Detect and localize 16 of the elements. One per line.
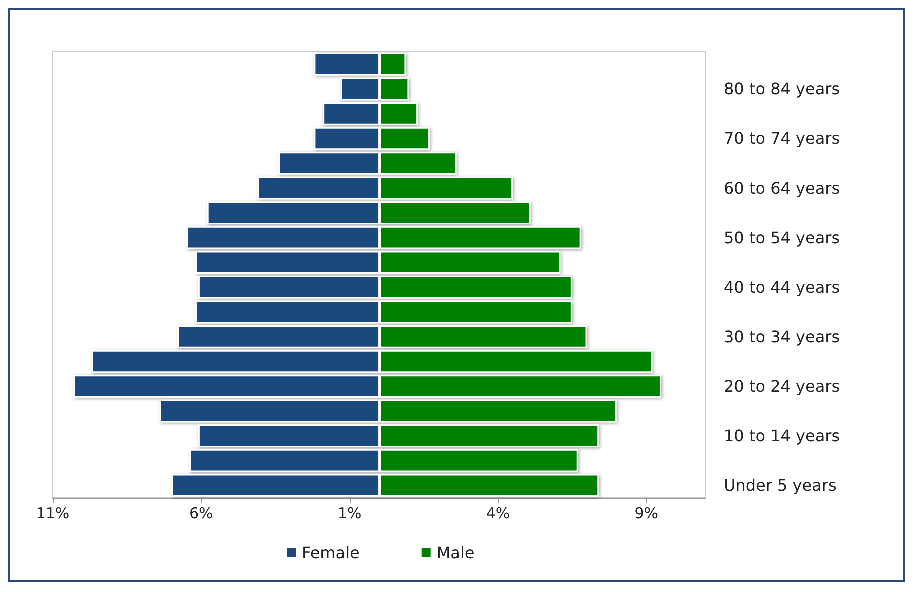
x-tick-label: 9% (634, 504, 659, 522)
y-tick-label: 20 to 24 years (724, 377, 840, 396)
x-tick-label: 1% (338, 504, 362, 522)
y-tick-label: 30 to 34 years (724, 327, 840, 346)
x-tick-label: 6% (190, 504, 214, 522)
y-tick-label: 60 to 64 years (724, 178, 840, 198)
legend-label: Male (436, 544, 475, 562)
x-tick-label: 4% (486, 504, 510, 522)
x-tick-label: 11% (36, 504, 70, 522)
y-tick-label: 50 to 54 years (724, 228, 840, 248)
y-tick-label: 80 to 84 years (724, 80, 840, 99)
y-tick-label: 70 to 74 years (724, 129, 840, 148)
legend-label: Female (302, 544, 360, 562)
y-tick-label: 40 to 44 years (724, 278, 840, 297)
y-tick-label: 10 to 14 years (724, 426, 840, 446)
y-tick-label: Under 5 years (724, 476, 837, 496)
